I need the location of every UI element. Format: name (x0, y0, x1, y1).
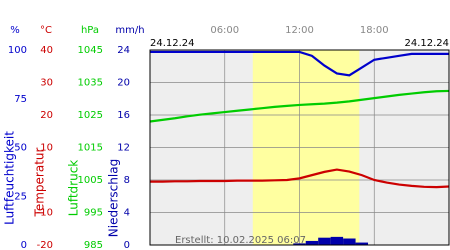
x-tick-label: 06:00 (210, 25, 239, 36)
x-tick-label: 12:00 (285, 25, 314, 36)
precip-bar (343, 238, 356, 245)
y-tick-label: 8 (124, 175, 130, 186)
axis-unit: mm/h (115, 25, 144, 36)
series-line (150, 168, 450, 189)
y-tick-label: 4 (124, 208, 130, 219)
axis-label: Luftdruck (67, 160, 81, 217)
y-tick-label: 985 (84, 240, 103, 250)
y-tick-label: 20 (40, 110, 53, 121)
y-tick-label: 16 (117, 110, 130, 121)
precip-bar (318, 237, 331, 245)
y-tick-label: 1025 (78, 110, 103, 121)
y-tick-label: 75 (14, 94, 27, 105)
x-tick-label: 18:00 (360, 25, 389, 36)
date-start: 24.12.24 (150, 38, 195, 49)
y-tick-label: -10 (37, 208, 53, 219)
series-line (149, 89, 450, 123)
axis-label: Luftfeuchtigkeit (3, 131, 17, 225)
precip-bar (330, 236, 344, 245)
plot-border (149, 49, 450, 246)
y-tick-label: 0 (124, 240, 130, 250)
y-tick-label: 20 (117, 78, 130, 89)
y-tick-label: 1035 (78, 78, 103, 89)
y-tick-label: 1015 (78, 143, 103, 154)
annotation: Erstellt: 10.02.2025 06:07 (175, 235, 306, 246)
axis-label: Temperatur (33, 147, 47, 217)
y-tick-label: 100 (8, 45, 27, 56)
y-tick-label: 50 (14, 143, 27, 154)
y-tick-label: 24 (117, 45, 130, 56)
precip-bar (355, 242, 369, 245)
axis-unit: hPa (81, 25, 99, 36)
y-tick-label: 1005 (78, 175, 103, 186)
y-tick-label: 10 (40, 143, 53, 154)
y-tick-label: 0 (21, 240, 27, 250)
precip-bar (305, 240, 319, 245)
y-tick-label: 25 (14, 191, 27, 202)
axis-unit: °C (40, 25, 52, 36)
y-tick-label: 30 (40, 78, 53, 89)
y-tick-label: 995 (84, 208, 103, 219)
axis-unit: % (10, 25, 20, 36)
series-line (150, 50, 449, 77)
y-tick-label: 1045 (78, 45, 103, 56)
y-tick-label: 40 (40, 45, 53, 56)
y-tick-label: -20 (37, 240, 53, 250)
precip-bar (293, 243, 306, 245)
y-tick-label: 12 (117, 143, 130, 154)
axis-label: Niederschlag (107, 159, 121, 237)
date-end: 24.12.24 (404, 38, 449, 49)
